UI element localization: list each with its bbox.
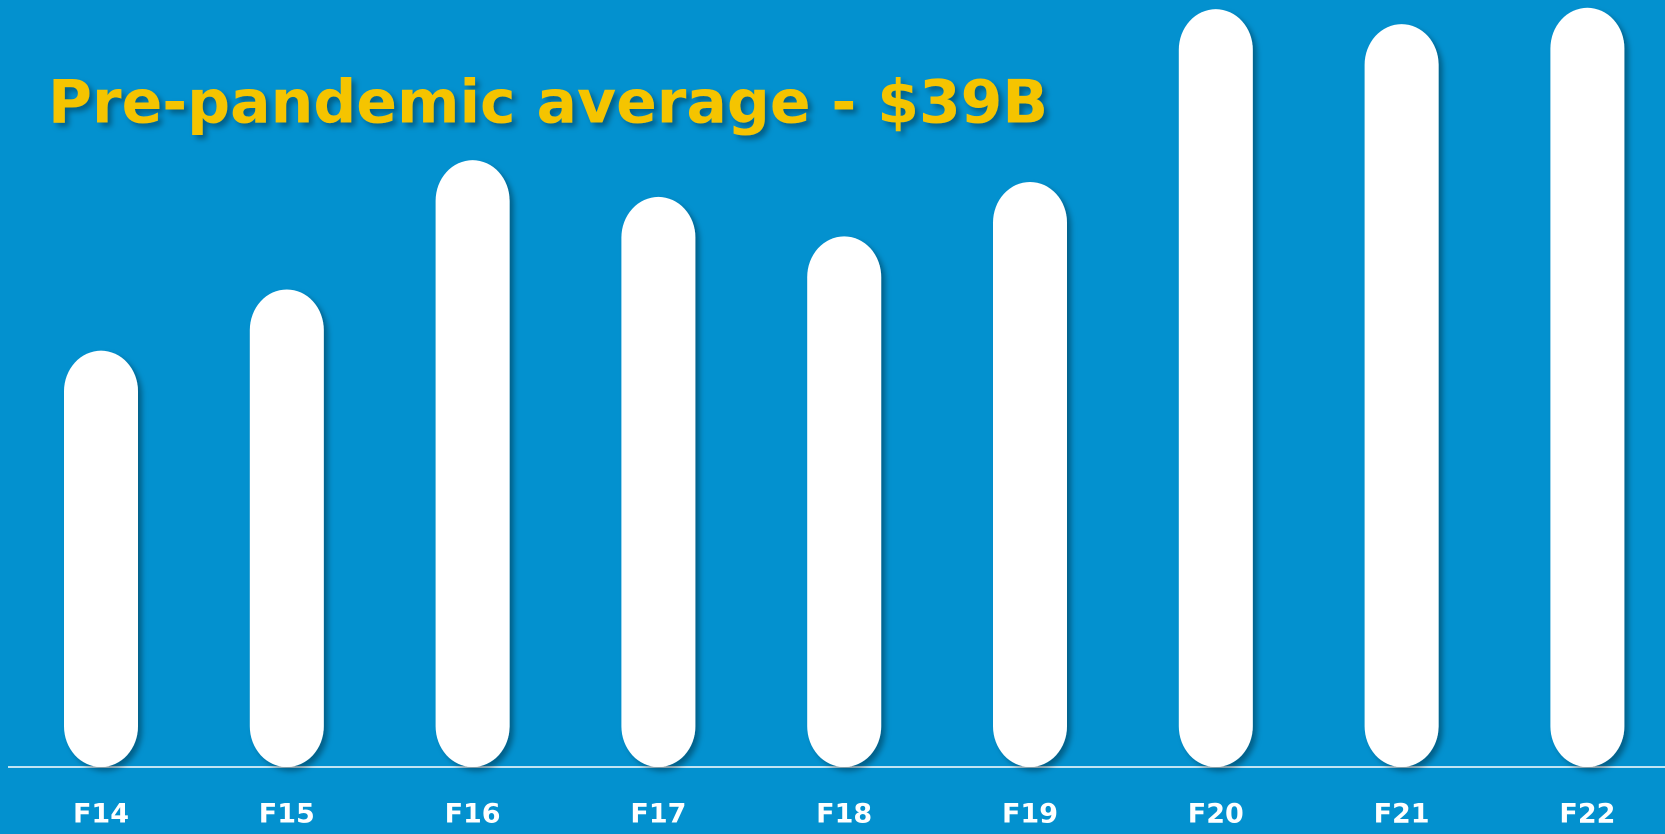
bar: [64, 350, 138, 767]
x-tick-label: F16: [445, 799, 501, 830]
bar: [993, 181, 1067, 768]
bar: [1550, 7, 1625, 767]
x-tick-label: F21: [1374, 799, 1430, 830]
x-tick-label: F20: [1188, 799, 1244, 830]
x-tick-label: F18: [816, 799, 872, 830]
bar: [249, 289, 324, 767]
chart-title: Pre-pandemic average - $39B: [48, 68, 1048, 138]
bar: [807, 236, 882, 768]
bar: [1178, 9, 1253, 768]
x-tick-label: F22: [1559, 799, 1615, 830]
x-tick-label: F14: [73, 799, 129, 830]
x-tick-label: F19: [1002, 799, 1058, 830]
bar: [1364, 24, 1439, 768]
x-tick-label: F15: [259, 799, 315, 830]
bar: [621, 196, 696, 767]
bar: [435, 160, 510, 767]
x-tick-label: F17: [630, 799, 686, 830]
